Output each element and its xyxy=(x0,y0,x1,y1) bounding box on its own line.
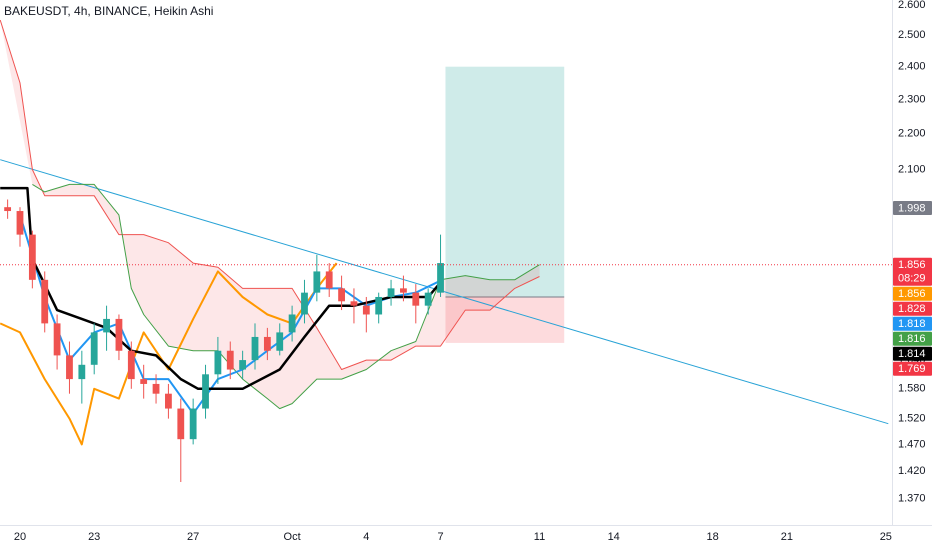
price-label: 1.828 xyxy=(898,303,926,315)
price-label: 1.856 xyxy=(898,288,926,300)
candle-body xyxy=(263,336,271,351)
candle-body xyxy=(103,318,110,333)
x-tick-label: 18 xyxy=(707,531,719,543)
price-label: 1.816 xyxy=(898,333,926,345)
cloud-fill xyxy=(0,20,540,409)
price-countdown: 08:29 xyxy=(898,273,926,285)
candle-body xyxy=(4,207,12,212)
candle-body xyxy=(165,393,172,409)
candle-body xyxy=(78,364,86,380)
x-tick-label: 11 xyxy=(534,531,545,543)
x-tick-label: 4 xyxy=(363,531,369,543)
price-label-bg xyxy=(893,257,932,286)
candle-body xyxy=(90,332,98,365)
candle-body xyxy=(362,305,370,315)
price-label: 1.814 xyxy=(898,348,926,360)
x-tick-label: 7 xyxy=(437,531,443,543)
x-tick-label: 27 xyxy=(187,531,199,543)
indicator-line xyxy=(0,262,338,446)
candle-body xyxy=(177,408,185,440)
chart-title: BAKEUSDT, 4h, BINANCE, Heikin Ashi xyxy=(4,4,213,18)
candle-body xyxy=(214,350,222,375)
candle-body xyxy=(41,279,49,324)
trendline xyxy=(0,159,889,425)
price-label-bg xyxy=(893,361,932,376)
candle-body xyxy=(301,292,308,315)
price-label-bg xyxy=(893,286,932,301)
candle-body xyxy=(115,318,123,351)
y-tick-label: 2.400 xyxy=(898,61,926,73)
y-tick-label: 1.520 xyxy=(898,413,926,425)
price-label-bg xyxy=(893,316,932,331)
stop-zone xyxy=(445,296,565,343)
y-tick-label: 2.500 xyxy=(898,29,926,41)
candle-body xyxy=(400,288,407,293)
candle-body xyxy=(16,211,24,235)
candle-body xyxy=(202,374,209,409)
candle-body xyxy=(350,301,358,306)
y-tick-label: 1.470 xyxy=(898,438,926,450)
x-tick-label: 20 xyxy=(14,531,26,543)
price-label-bg xyxy=(893,301,932,316)
x-tick-label: 21 xyxy=(781,531,793,543)
price-label: 1.998 xyxy=(898,202,926,214)
x-tick-label: Oct xyxy=(284,531,301,543)
price-label-bg xyxy=(893,200,932,215)
indicator-line xyxy=(32,183,540,410)
price-label: 1.769 xyxy=(898,363,926,375)
candle-body xyxy=(412,292,420,306)
candle-body xyxy=(127,350,135,380)
candle-body xyxy=(288,314,296,333)
candle-body xyxy=(189,408,197,440)
candle-body xyxy=(28,234,36,280)
candle-body xyxy=(424,292,432,306)
candle-body xyxy=(239,360,247,370)
candle-body xyxy=(276,332,284,351)
y-tick-label: 2.600 xyxy=(898,0,926,11)
y-tick-label: 2.100 xyxy=(898,163,926,175)
candle-body xyxy=(437,263,444,293)
y-tick-label: 1.580 xyxy=(898,383,926,395)
y-tick-label: 2.300 xyxy=(898,93,926,105)
candle-body xyxy=(387,288,395,297)
price-label: 1.856 xyxy=(898,259,926,271)
target-zone xyxy=(445,66,565,297)
candle-body xyxy=(251,336,259,361)
candle-body xyxy=(66,355,73,380)
candle-body xyxy=(53,323,61,356)
candle-body xyxy=(375,296,383,315)
y-tick-label: 1.370 xyxy=(898,493,926,505)
x-tick-label: 25 xyxy=(880,531,892,543)
candle-body xyxy=(338,288,345,302)
price-label-bg xyxy=(893,331,932,346)
price-label-bg xyxy=(893,346,932,361)
candle-body xyxy=(152,383,160,394)
price-label: 1.818 xyxy=(898,318,926,330)
x-tick-label: 14 xyxy=(608,531,620,543)
y-tick-label: 1.420 xyxy=(898,465,926,477)
candle-body xyxy=(226,350,234,370)
indicator-line xyxy=(0,19,540,370)
y-tick-label: 2.200 xyxy=(898,128,926,140)
x-tick-label: 23 xyxy=(88,531,100,543)
candle-body xyxy=(325,271,333,289)
candle-body xyxy=(140,379,148,384)
candle-body xyxy=(313,271,321,293)
indicator-line xyxy=(0,186,442,391)
